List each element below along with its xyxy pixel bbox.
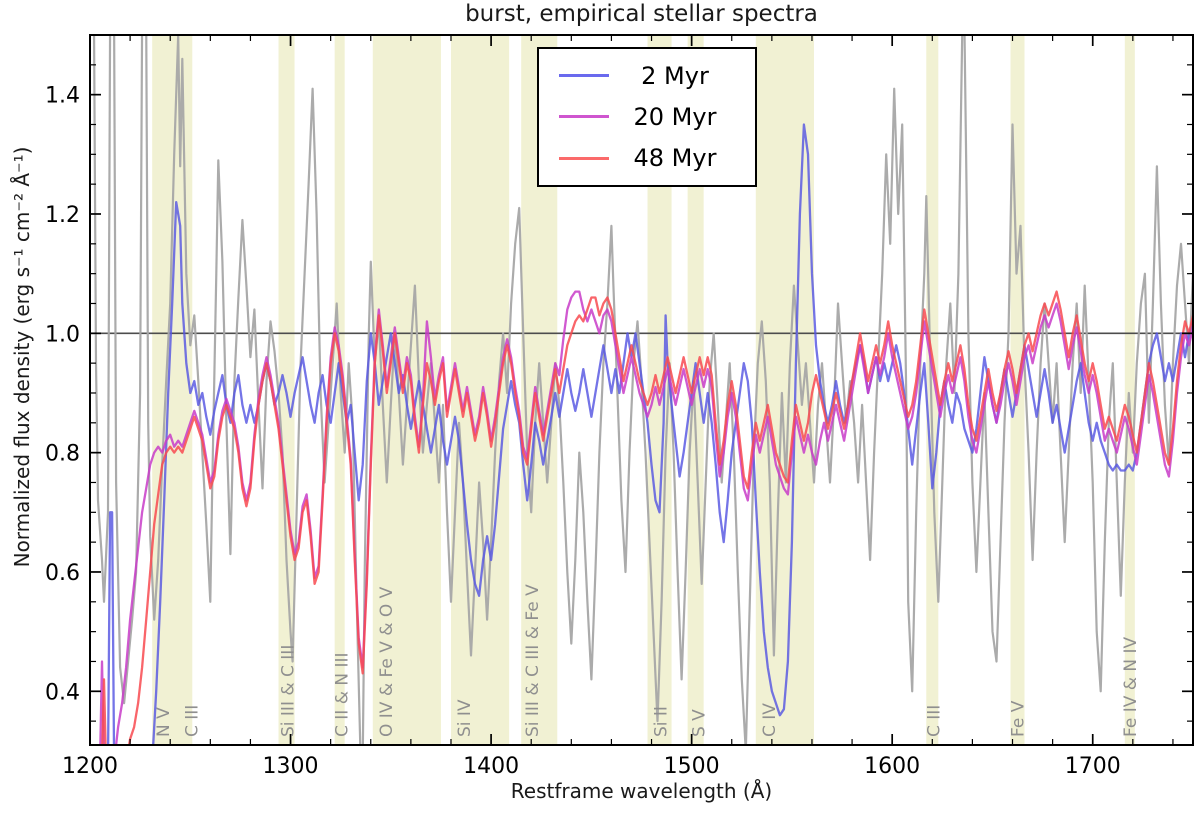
chart-title: burst, empirical stellar spectra: [465, 1, 818, 27]
x-tick-label-1500: 1500: [664, 754, 720, 779]
feature-label-1: C III: [182, 705, 202, 737]
legend-label-20myr: 20 Myr: [633, 102, 717, 131]
series-line-48-myr: [101, 290, 1193, 745]
legend-label-2myr: 2 Myr: [641, 61, 709, 90]
y-tick-label-0.6: 0.6: [45, 561, 80, 586]
feature-label-3: C II & N III: [333, 652, 353, 737]
x-axis-title: Restframe wavelength (Å): [510, 779, 773, 803]
feature-label-12: Fe IV & N IV: [1121, 636, 1141, 737]
legend: 2 Myr 20 Myr 48 Myr: [537, 47, 757, 187]
x-tick-label-1400: 1400: [463, 754, 519, 779]
feature-label-10: C III: [924, 705, 944, 737]
axes-spines: [89, 34, 1194, 746]
feature-label-2: Si III & C III: [279, 645, 299, 737]
feature-label-11: Fe V: [1009, 700, 1029, 737]
x-tick-label-1200: 1200: [62, 754, 118, 779]
legend-line-2myr: [559, 74, 609, 78]
y-tick-label-0.8: 0.8: [45, 442, 80, 467]
feature-label-6: Si III & C III & Fe V: [523, 584, 543, 737]
x-tick-label-1300: 1300: [263, 754, 319, 779]
feature-label-9: C IV: [760, 703, 780, 737]
y-tick-label-0.4: 0.4: [45, 680, 80, 705]
feature-band-9: [926, 35, 939, 745]
y-tick-label-1: 1.0: [45, 322, 80, 347]
feature-label-4: O IV & Fe V & O V: [377, 586, 397, 737]
legend-row-48myr: 48 Myr: [539, 144, 755, 172]
legend-label-48myr: 48 Myr: [633, 144, 717, 173]
series-line-gray-empirical-spectrum: [92, 35, 1193, 745]
feature-label-7: Si II: [652, 706, 672, 737]
feature-band-11: [1124, 35, 1135, 745]
legend-row-2myr: 2 Myr: [539, 62, 755, 90]
x-tick-label-1600: 1600: [864, 754, 920, 779]
x-tick-label-1700: 1700: [1065, 754, 1121, 779]
y-tick-label-1.4: 1.4: [45, 84, 80, 109]
y-tick-label-1.2: 1.2: [45, 203, 80, 228]
legend-line-48myr: [559, 156, 609, 160]
feature-label-8: S V: [690, 709, 710, 737]
legend-row-20myr: 20 Myr: [539, 103, 755, 131]
feature-label-0: N V: [154, 707, 174, 737]
feature-label-5: Si IV: [455, 699, 475, 737]
legend-line-20myr: [559, 115, 609, 119]
y-axis-title: Normalized flux density (erg s⁻¹ cm⁻² Å⁻…: [10, 146, 34, 568]
